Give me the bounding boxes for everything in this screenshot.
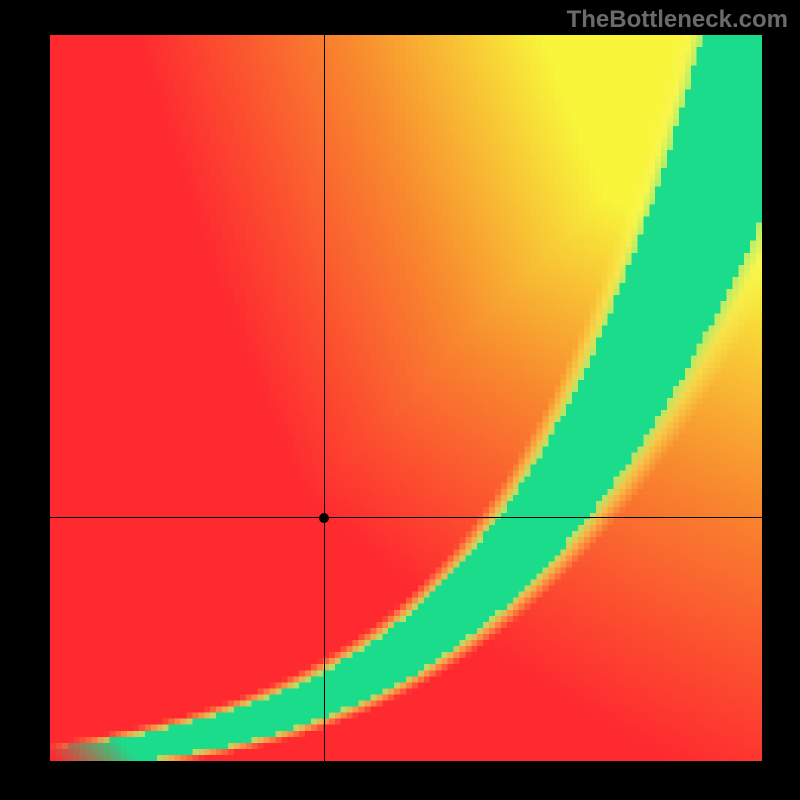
watermark-text: TheBottleneck.com	[567, 6, 788, 34]
crosshair-vertical	[324, 35, 325, 761]
crosshair-marker	[319, 513, 329, 523]
crosshair-horizontal	[50, 517, 762, 518]
bottleneck-heatmap	[50, 35, 762, 761]
